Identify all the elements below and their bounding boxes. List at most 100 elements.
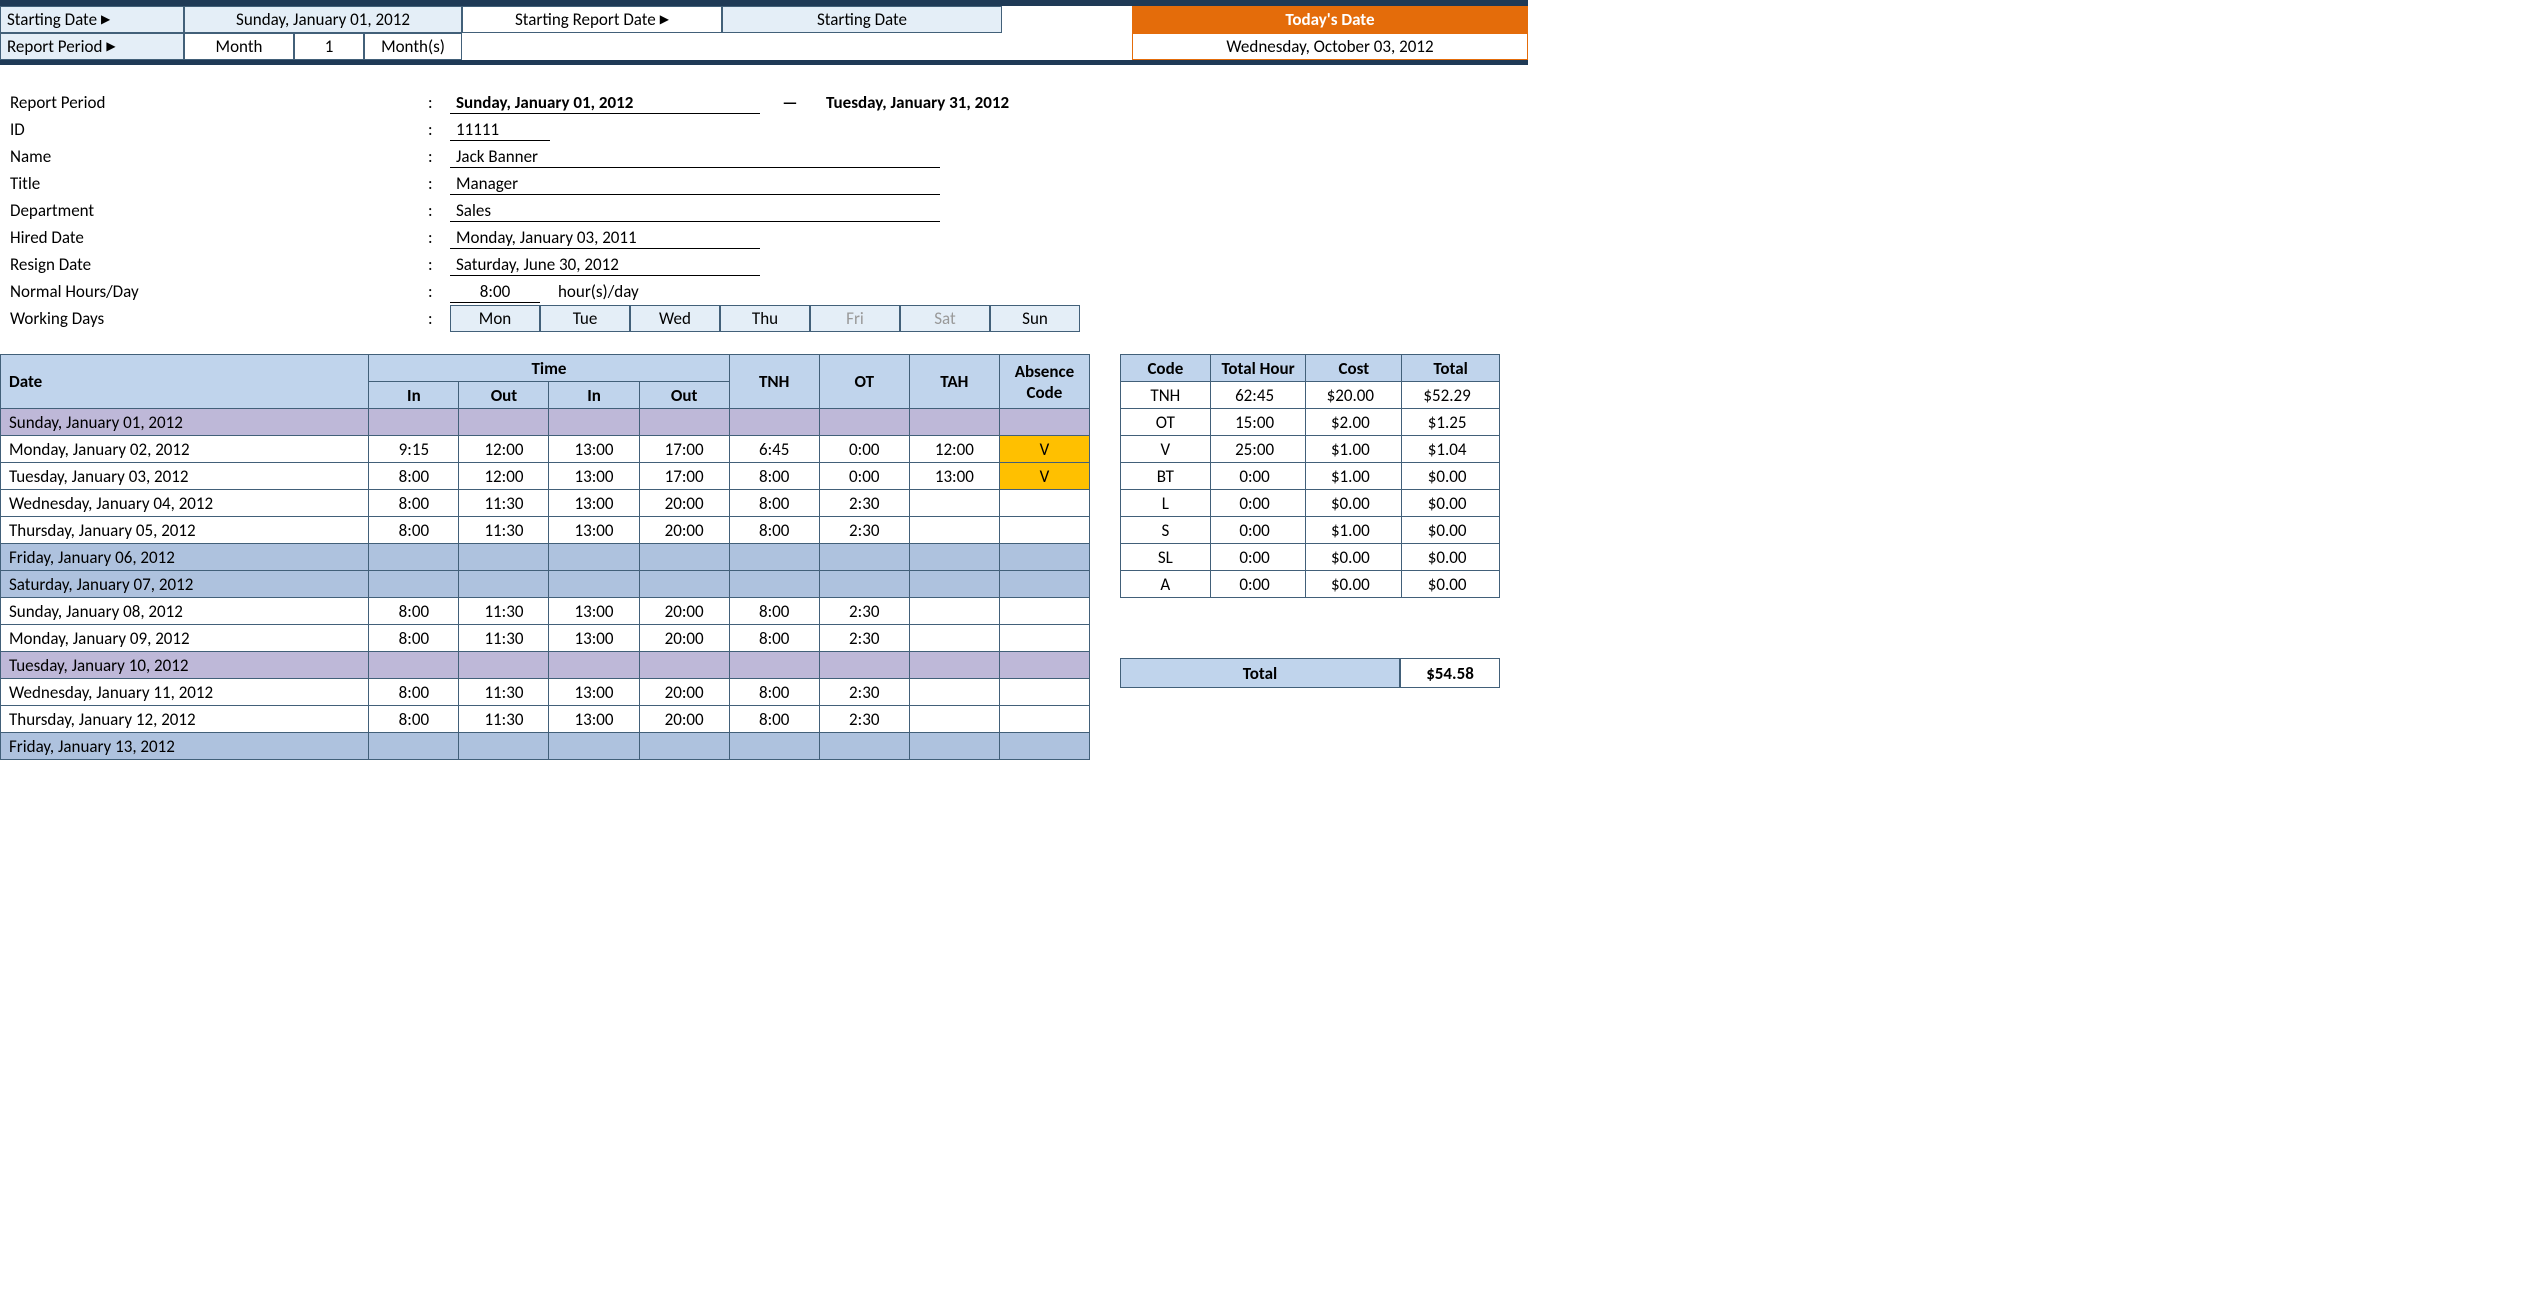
- cell-tnh[interactable]: [729, 733, 819, 760]
- cell-out2[interactable]: 20:00: [639, 598, 729, 625]
- day-cell[interactable]: Sun: [990, 305, 1080, 332]
- day-cell[interactable]: Sat: [900, 305, 990, 332]
- cell-in2[interactable]: [549, 544, 639, 571]
- cell-ot[interactable]: [819, 544, 909, 571]
- cell-ot[interactable]: [819, 409, 909, 436]
- cell-tnh[interactable]: [729, 652, 819, 679]
- cell-out2[interactable]: 20:00: [639, 706, 729, 733]
- cell-in2[interactable]: 13:00: [549, 436, 639, 463]
- timesheet-row[interactable]: Tuesday, January 10, 2012: [1, 652, 1090, 679]
- cell-in2[interactable]: 13:00: [549, 706, 639, 733]
- cell-ot[interactable]: 2:30: [819, 679, 909, 706]
- cell-date[interactable]: Monday, January 02, 2012: [1, 436, 369, 463]
- cell-in2[interactable]: [549, 571, 639, 598]
- timesheet-row[interactable]: Sunday, January 01, 2012: [1, 409, 1090, 436]
- cell-date[interactable]: Thursday, January 12, 2012: [1, 706, 369, 733]
- cell-ot[interactable]: [819, 733, 909, 760]
- cell-out1[interactable]: 11:30: [459, 625, 549, 652]
- timesheet-row[interactable]: Friday, January 06, 2012: [1, 544, 1090, 571]
- timesheet-row[interactable]: Thursday, January 12, 20128:0011:3013:00…: [1, 706, 1090, 733]
- cell-date[interactable]: Saturday, January 07, 2012: [1, 571, 369, 598]
- cell-abs[interactable]: [999, 571, 1089, 598]
- cell-date[interactable]: Friday, January 06, 2012: [1, 544, 369, 571]
- cell-ot[interactable]: 2:30: [819, 706, 909, 733]
- cell-out1[interactable]: [459, 733, 549, 760]
- cell-ot[interactable]: 2:30: [819, 490, 909, 517]
- cell-in1[interactable]: 8:00: [369, 679, 459, 706]
- cell-out1[interactable]: 12:00: [459, 436, 549, 463]
- cell-ot[interactable]: [819, 571, 909, 598]
- cell-abs[interactable]: [999, 625, 1089, 652]
- cell-in2[interactable]: 13:00: [549, 490, 639, 517]
- cell-in2[interactable]: [549, 409, 639, 436]
- starting-report-value[interactable]: Starting Date: [722, 6, 1002, 33]
- cell-in2[interactable]: 13:00: [549, 598, 639, 625]
- cell-out2[interactable]: 20:00: [639, 679, 729, 706]
- cell-in1[interactable]: [369, 733, 459, 760]
- cell-date[interactable]: Friday, January 13, 2012: [1, 733, 369, 760]
- timesheet-row[interactable]: Monday, January 02, 20129:1512:0013:0017…: [1, 436, 1090, 463]
- cell-out2[interactable]: [639, 571, 729, 598]
- cell-in2[interactable]: [549, 652, 639, 679]
- cell-tah[interactable]: [909, 733, 999, 760]
- cell-tah[interactable]: [909, 625, 999, 652]
- cell-date[interactable]: Monday, January 09, 2012: [1, 625, 369, 652]
- cell-abs[interactable]: [999, 706, 1089, 733]
- starting-date-value[interactable]: Sunday, January 01, 2012: [184, 6, 462, 33]
- cell-tnh[interactable]: 8:00: [729, 598, 819, 625]
- day-cell[interactable]: Thu: [720, 305, 810, 332]
- cell-abs[interactable]: [999, 409, 1089, 436]
- cell-out1[interactable]: [459, 571, 549, 598]
- cell-in1[interactable]: 8:00: [369, 490, 459, 517]
- cell-in1[interactable]: 8:00: [369, 625, 459, 652]
- cell-out2[interactable]: 17:00: [639, 436, 729, 463]
- cell-ot[interactable]: 2:30: [819, 517, 909, 544]
- cell-abs[interactable]: [999, 652, 1089, 679]
- cell-tah[interactable]: [909, 517, 999, 544]
- timesheet-row[interactable]: Tuesday, January 03, 20128:0012:0013:001…: [1, 463, 1090, 490]
- cell-tnh[interactable]: 8:00: [729, 706, 819, 733]
- cell-tnh[interactable]: 6:45: [729, 436, 819, 463]
- cell-date[interactable]: Tuesday, January 10, 2012: [1, 652, 369, 679]
- cell-in2[interactable]: 13:00: [549, 517, 639, 544]
- cell-in1[interactable]: [369, 571, 459, 598]
- period-unit[interactable]: Month: [184, 33, 294, 60]
- cell-in2[interactable]: 13:00: [549, 679, 639, 706]
- cell-out1[interactable]: [459, 544, 549, 571]
- cell-abs[interactable]: [999, 679, 1089, 706]
- cell-ot[interactable]: [819, 652, 909, 679]
- cell-out1[interactable]: 11:30: [459, 598, 549, 625]
- cell-out2[interactable]: 20:00: [639, 517, 729, 544]
- cell-out2[interactable]: 17:00: [639, 463, 729, 490]
- cell-abs[interactable]: [999, 733, 1089, 760]
- cell-ot[interactable]: 2:30: [819, 625, 909, 652]
- cell-date[interactable]: Wednesday, January 11, 2012: [1, 679, 369, 706]
- cell-tah[interactable]: [909, 571, 999, 598]
- cell-tnh[interactable]: 8:00: [729, 490, 819, 517]
- cell-in1[interactable]: [369, 652, 459, 679]
- cell-out1[interactable]: 11:30: [459, 517, 549, 544]
- cell-in2[interactable]: [549, 733, 639, 760]
- cell-date[interactable]: Wednesday, January 04, 2012: [1, 490, 369, 517]
- cell-in1[interactable]: 8:00: [369, 517, 459, 544]
- cell-abs[interactable]: [999, 490, 1089, 517]
- cell-tnh[interactable]: [729, 571, 819, 598]
- cell-abs[interactable]: [999, 544, 1089, 571]
- cell-tnh[interactable]: 8:00: [729, 463, 819, 490]
- cell-out2[interactable]: [639, 409, 729, 436]
- cell-date[interactable]: Sunday, January 01, 2012: [1, 409, 369, 436]
- cell-tah[interactable]: [909, 652, 999, 679]
- timesheet-row[interactable]: Thursday, January 05, 20128:0011:3013:00…: [1, 517, 1090, 544]
- cell-in1[interactable]: 8:00: [369, 706, 459, 733]
- cell-out2[interactable]: [639, 544, 729, 571]
- cell-in1[interactable]: [369, 409, 459, 436]
- cell-abs[interactable]: [999, 598, 1089, 625]
- timesheet-row[interactable]: Wednesday, January 04, 20128:0011:3013:0…: [1, 490, 1090, 517]
- cell-ot[interactable]: 0:00: [819, 463, 909, 490]
- cell-out2[interactable]: 20:00: [639, 625, 729, 652]
- cell-abs[interactable]: [999, 517, 1089, 544]
- timesheet-row[interactable]: Wednesday, January 11, 20128:0011:3013:0…: [1, 679, 1090, 706]
- cell-ot[interactable]: 0:00: [819, 436, 909, 463]
- cell-out1[interactable]: [459, 409, 549, 436]
- cell-tah[interactable]: 13:00: [909, 463, 999, 490]
